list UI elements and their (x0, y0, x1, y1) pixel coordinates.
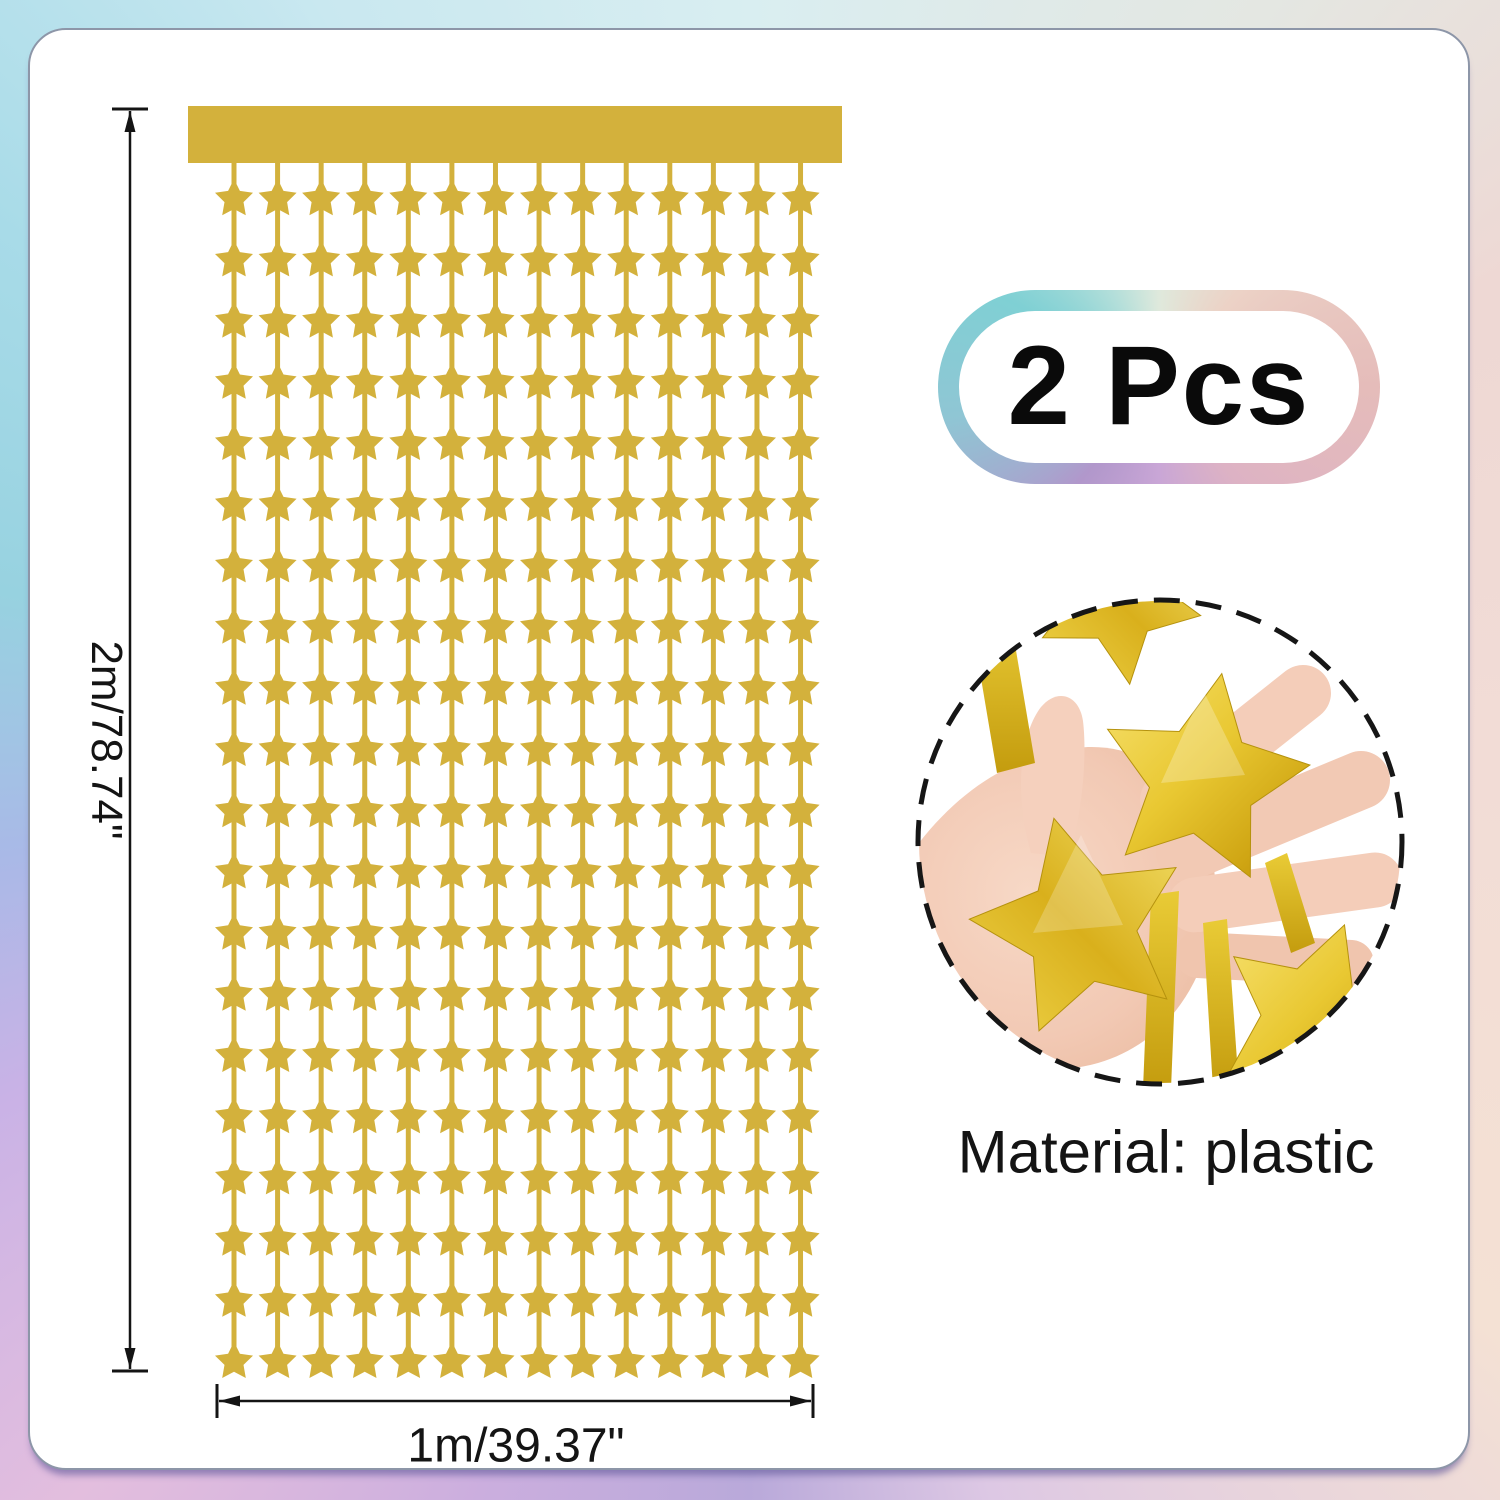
hand-with-foil-stars-illustration (915, 597, 1405, 1087)
dashed-circle-border (915, 597, 1405, 1087)
pieces-badge: 2 Pcs (938, 290, 1380, 484)
pieces-badge-inner: 2 Pcs (959, 311, 1359, 463)
height-dimension-label: 2m/78.74" (82, 640, 131, 840)
width-dimension-label: 1m/39.37" (407, 1419, 625, 1473)
material-detail-photo (913, 595, 1407, 1089)
material-label: Material: plastic (957, 1118, 1375, 1186)
pieces-badge-label: 2 Pcs (1007, 322, 1311, 448)
